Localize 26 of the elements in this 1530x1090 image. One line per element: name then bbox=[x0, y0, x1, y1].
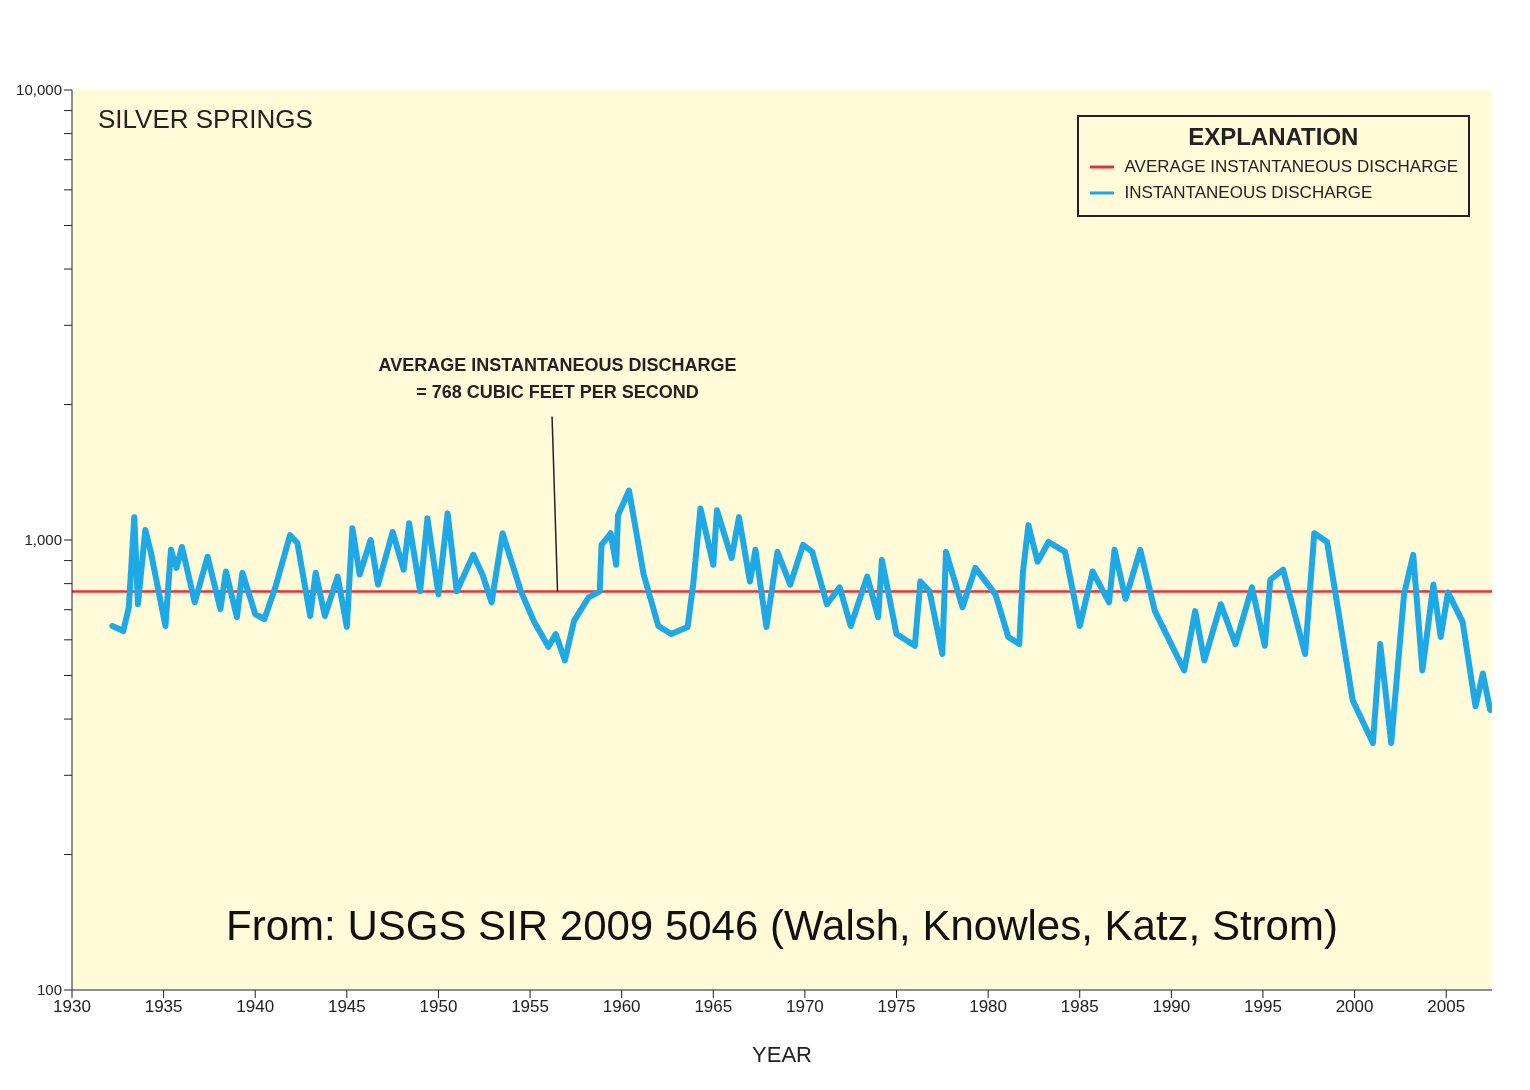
annotation: From: USGS SIR 2009 5046 (Walsh, Knowles, Katz, Strom) bbox=[225, 902, 1339, 950]
x-tick-label: 2005 bbox=[1427, 997, 1466, 1017]
x-tick-label: 1995 bbox=[1244, 997, 1282, 1017]
x-tick-label: 1965 bbox=[694, 997, 733, 1017]
x-tick-label: 1935 bbox=[144, 997, 183, 1017]
text: SILVER SPRINGS bbox=[98, 104, 313, 135]
x-tick-label: 1975 bbox=[877, 997, 916, 1017]
legend-label: AVERAGE INSTANTANEOUS DISCHARGE bbox=[1124, 157, 1458, 177]
x-tick-label: 1980 bbox=[969, 997, 1008, 1017]
x-tick-label: 1950 bbox=[419, 997, 458, 1017]
legend-title: EXPLANATION bbox=[1187, 123, 1360, 151]
y-tick-label: 100 bbox=[36, 981, 62, 999]
x-tick-label: 1955 bbox=[511, 997, 549, 1017]
x-tick-label: 1930 bbox=[53, 997, 91, 1017]
x-tick-label: 1960 bbox=[602, 997, 641, 1017]
x-tick-label: 1940 bbox=[236, 997, 275, 1017]
x-tick-label: 1945 bbox=[327, 997, 366, 1017]
x-tick-label: 1985 bbox=[1060, 997, 1099, 1017]
annotation: AVERAGE INSTANTANEOUS DISCHARGE = 768 CUBIC FEET PER SECOND bbox=[378, 354, 737, 402]
y-tick-label: 1,000 bbox=[24, 531, 62, 549]
x-tick-label: 2000 bbox=[1335, 997, 1374, 1017]
x-tick-label: 1970 bbox=[785, 997, 824, 1017]
x-axis-title: YEAR bbox=[752, 1042, 812, 1067]
y-tick-label: 10,000 bbox=[16, 81, 62, 99]
x-tick-label: 1990 bbox=[1152, 997, 1191, 1017]
legend-label: INSTANTANEOUS DISCHARGE bbox=[1124, 183, 1373, 203]
